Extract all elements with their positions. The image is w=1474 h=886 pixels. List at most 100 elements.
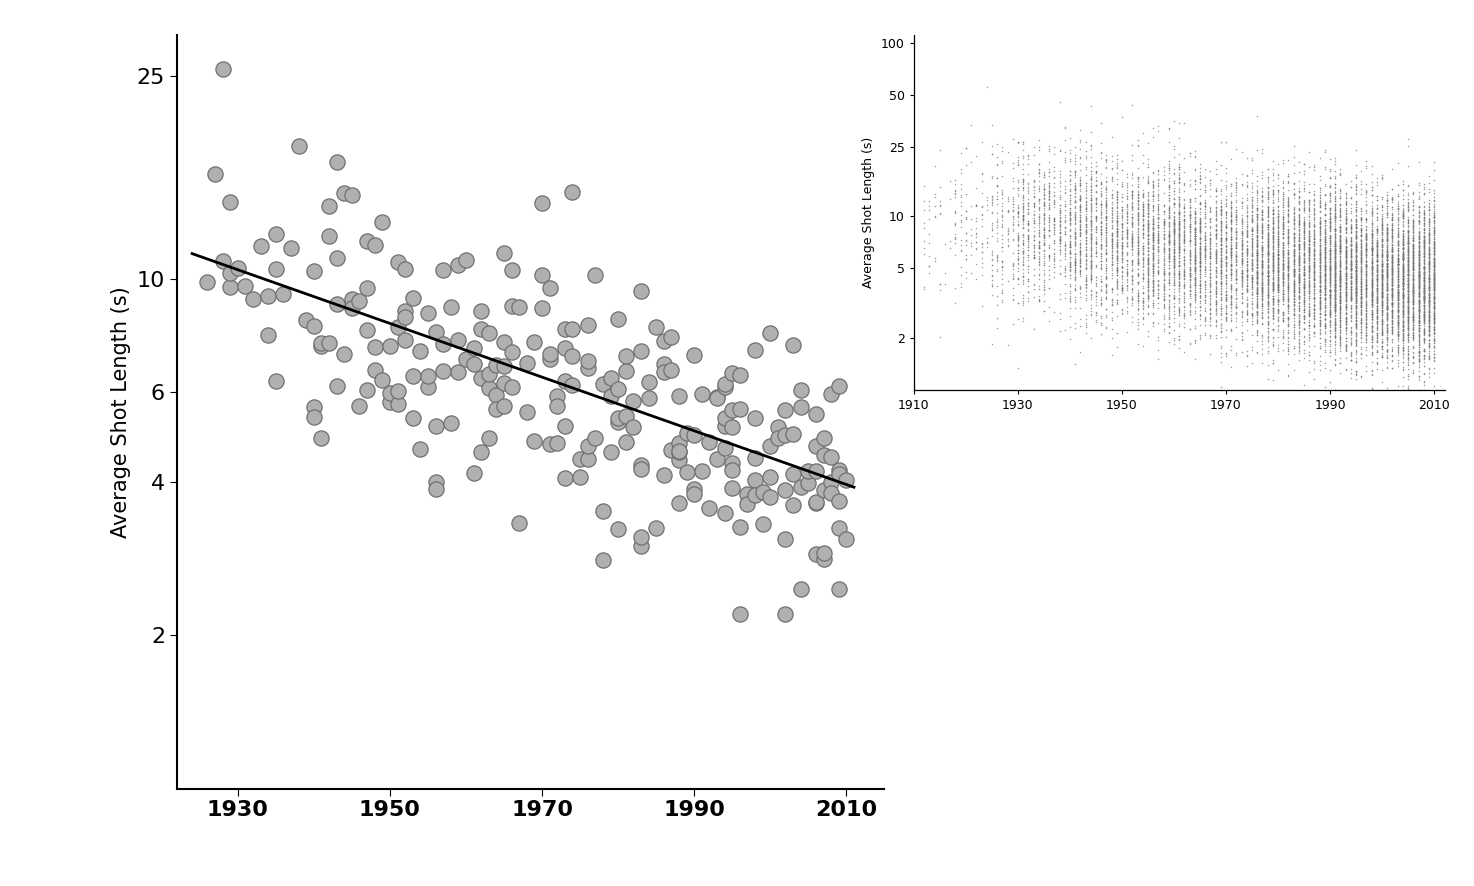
Point bbox=[1188, 216, 1212, 230]
Point bbox=[1371, 271, 1394, 285]
Point bbox=[1365, 298, 1389, 312]
Point bbox=[1131, 198, 1154, 213]
Point bbox=[1406, 354, 1430, 368]
Point bbox=[461, 340, 485, 354]
Point bbox=[1204, 297, 1228, 311]
Point bbox=[1297, 293, 1321, 307]
Point bbox=[1063, 284, 1086, 298]
Point bbox=[1178, 212, 1201, 226]
Point bbox=[1344, 246, 1368, 260]
Point bbox=[1085, 178, 1108, 192]
Point bbox=[1276, 368, 1300, 382]
Point bbox=[1058, 255, 1082, 269]
Point bbox=[1069, 136, 1092, 150]
Point bbox=[1141, 268, 1164, 283]
Point bbox=[1106, 215, 1129, 229]
Point bbox=[1375, 247, 1399, 261]
Point bbox=[1178, 179, 1201, 193]
Point bbox=[1219, 267, 1243, 281]
Point bbox=[1194, 263, 1218, 277]
Point bbox=[1276, 314, 1300, 328]
Point bbox=[1188, 216, 1212, 230]
Point bbox=[1276, 307, 1300, 321]
Point bbox=[1131, 223, 1154, 237]
Point bbox=[1225, 214, 1248, 229]
Point bbox=[1235, 244, 1259, 258]
Point bbox=[985, 250, 1008, 264]
Point bbox=[1100, 298, 1123, 312]
Point bbox=[1371, 269, 1394, 284]
Point bbox=[1344, 247, 1368, 261]
Point bbox=[1282, 215, 1306, 229]
Point bbox=[1386, 257, 1409, 271]
Point bbox=[1184, 260, 1207, 275]
Point bbox=[1095, 221, 1119, 235]
Point bbox=[1417, 259, 1440, 273]
Point bbox=[1151, 284, 1175, 298]
Point bbox=[774, 403, 797, 417]
Point bbox=[1110, 227, 1134, 241]
Point bbox=[1324, 352, 1347, 366]
Point bbox=[1396, 280, 1419, 294]
Point bbox=[1063, 256, 1086, 270]
Point bbox=[1344, 309, 1368, 323]
Point bbox=[1198, 231, 1222, 245]
Point bbox=[1256, 190, 1279, 204]
Point bbox=[1324, 298, 1347, 312]
Point bbox=[1136, 224, 1160, 238]
Point bbox=[1073, 197, 1097, 211]
Point bbox=[1375, 278, 1399, 292]
Point bbox=[1355, 242, 1378, 256]
Point bbox=[1355, 319, 1378, 333]
Point bbox=[1266, 265, 1290, 279]
Point bbox=[1157, 237, 1181, 251]
Point bbox=[1293, 282, 1316, 296]
Point bbox=[1391, 266, 1415, 280]
Point bbox=[1276, 208, 1300, 222]
Point bbox=[1381, 305, 1405, 319]
Point bbox=[1085, 259, 1108, 273]
Point bbox=[1303, 286, 1327, 300]
Point bbox=[1240, 269, 1263, 284]
Point bbox=[1235, 198, 1259, 213]
Point bbox=[1027, 262, 1051, 276]
Point bbox=[1219, 229, 1243, 243]
Point bbox=[1276, 209, 1300, 223]
Point bbox=[1334, 278, 1358, 292]
Point bbox=[1355, 229, 1378, 243]
Point bbox=[1422, 259, 1446, 273]
Point bbox=[1287, 285, 1310, 299]
Point bbox=[1422, 279, 1446, 293]
Point bbox=[1412, 292, 1436, 307]
Point bbox=[1052, 228, 1076, 242]
Point bbox=[1151, 268, 1175, 282]
Point bbox=[1344, 328, 1368, 342]
Point bbox=[1032, 212, 1055, 226]
Point bbox=[1209, 245, 1232, 260]
Point bbox=[1365, 315, 1389, 330]
Point bbox=[1402, 193, 1425, 207]
Point bbox=[1136, 203, 1160, 217]
Point bbox=[1422, 326, 1446, 340]
Point bbox=[1293, 227, 1316, 241]
Point bbox=[1328, 296, 1352, 310]
Point bbox=[1324, 176, 1347, 190]
Point bbox=[1371, 171, 1394, 185]
Point bbox=[1406, 329, 1430, 343]
Point bbox=[1095, 235, 1119, 249]
Point bbox=[1246, 254, 1269, 268]
Point bbox=[1371, 281, 1394, 295]
Point bbox=[1375, 265, 1399, 279]
Point bbox=[1324, 244, 1347, 258]
Point bbox=[1303, 301, 1327, 315]
Point bbox=[1173, 320, 1197, 334]
Point bbox=[1417, 208, 1440, 222]
Point bbox=[1293, 242, 1316, 256]
Point bbox=[1136, 258, 1160, 272]
Point bbox=[1324, 304, 1347, 318]
Point bbox=[1272, 258, 1296, 272]
Point bbox=[1365, 222, 1389, 236]
Point bbox=[1396, 249, 1419, 263]
Point bbox=[1318, 259, 1341, 273]
Point bbox=[1167, 173, 1191, 187]
